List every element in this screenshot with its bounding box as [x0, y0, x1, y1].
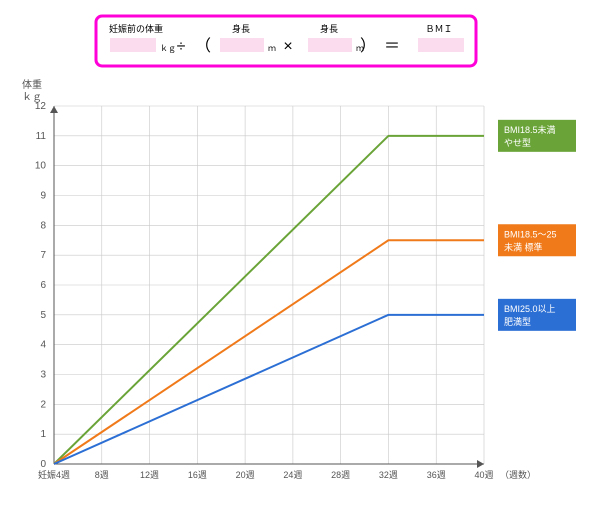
y-tick-label: 6 — [40, 280, 46, 291]
x-tick-label: 36週 — [427, 470, 446, 480]
y-tick-label: 2 — [40, 399, 46, 410]
y-tick-label: 3 — [40, 370, 46, 381]
x-tick-label: 8週 — [95, 470, 109, 480]
legend-normal: BMI18.5～25 未満 標準 — [498, 224, 576, 256]
formula-input[interactable] — [220, 38, 264, 52]
formula-unit: ｋｇ — [160, 43, 176, 53]
legend-text: 肥満型 — [504, 317, 531, 327]
y-axis-title: 体重 — [22, 78, 42, 91]
series-line-normal — [54, 240, 484, 464]
x-axis-title: （週数） — [500, 469, 536, 480]
x-tick-label: 24週 — [283, 470, 302, 480]
legend-text: BMI18.5～25 — [504, 229, 557, 239]
y-tick-label: 8 — [40, 220, 46, 231]
bmi-formula-box: 妊娠前の体重ｋｇ身長ｍ身長ｍＢＭＩ÷（×）＝ — [96, 16, 476, 66]
formula-operator: × — [283, 38, 292, 55]
weight-chart: 0123456789101112体重ｋｇ妊娠4週8週12週16週20週24週28… — [22, 78, 576, 480]
y-tick-label: 10 — [35, 161, 47, 172]
formula-header: 妊娠前の体重 — [109, 23, 163, 34]
x-tick-label: 妊娠4週 — [38, 469, 70, 480]
x-tick-label: 20週 — [236, 470, 255, 480]
legend-text: BMI18.5未満 — [504, 124, 556, 135]
formula-header: ＢＭＩ — [425, 24, 452, 34]
formula-input[interactable] — [418, 38, 464, 52]
y-tick-label: 7 — [40, 250, 46, 261]
formula-header: 身長 — [232, 23, 250, 34]
legend-text: BMI25.0以上 — [504, 304, 556, 314]
y-tick-label: 4 — [40, 340, 46, 351]
x-tick-label: 28週 — [331, 470, 350, 480]
y-tick-label: 0 — [40, 459, 46, 470]
legend-text: 未満 標準 — [504, 241, 543, 252]
formula-input[interactable] — [110, 38, 156, 52]
series-line-yase — [54, 136, 484, 464]
formula-header: 身長 — [320, 23, 338, 34]
legend-obese: BMI25.0以上肥満型 — [498, 299, 576, 331]
x-tick-label: 12週 — [140, 470, 159, 480]
formula-operator: （ — [195, 37, 211, 55]
y-axis-arrow — [50, 106, 58, 113]
x-tick-label: 40週 — [474, 470, 493, 480]
legend-text: やせ型 — [504, 138, 531, 148]
y-tick-label: 1 — [40, 429, 46, 440]
legend-yase: BMI18.5未満やせ型 — [498, 120, 576, 152]
y-tick-label: 5 — [40, 310, 46, 321]
x-tick-label: 32週 — [379, 470, 398, 480]
y-axis-title: ｋｇ — [22, 91, 42, 103]
y-tick-label: 11 — [36, 131, 47, 142]
formula-operator: ） — [360, 37, 376, 55]
formula-unit: ｍ — [268, 44, 276, 53]
x-tick-label: 16週 — [188, 470, 207, 480]
series-line-obese — [54, 315, 484, 464]
formula-operator: ÷ — [177, 38, 186, 55]
x-axis-arrow — [477, 460, 484, 468]
formula-input[interactable] — [308, 38, 352, 52]
formula-operator: ＝ — [384, 38, 400, 55]
y-tick-label: 9 — [40, 191, 46, 202]
